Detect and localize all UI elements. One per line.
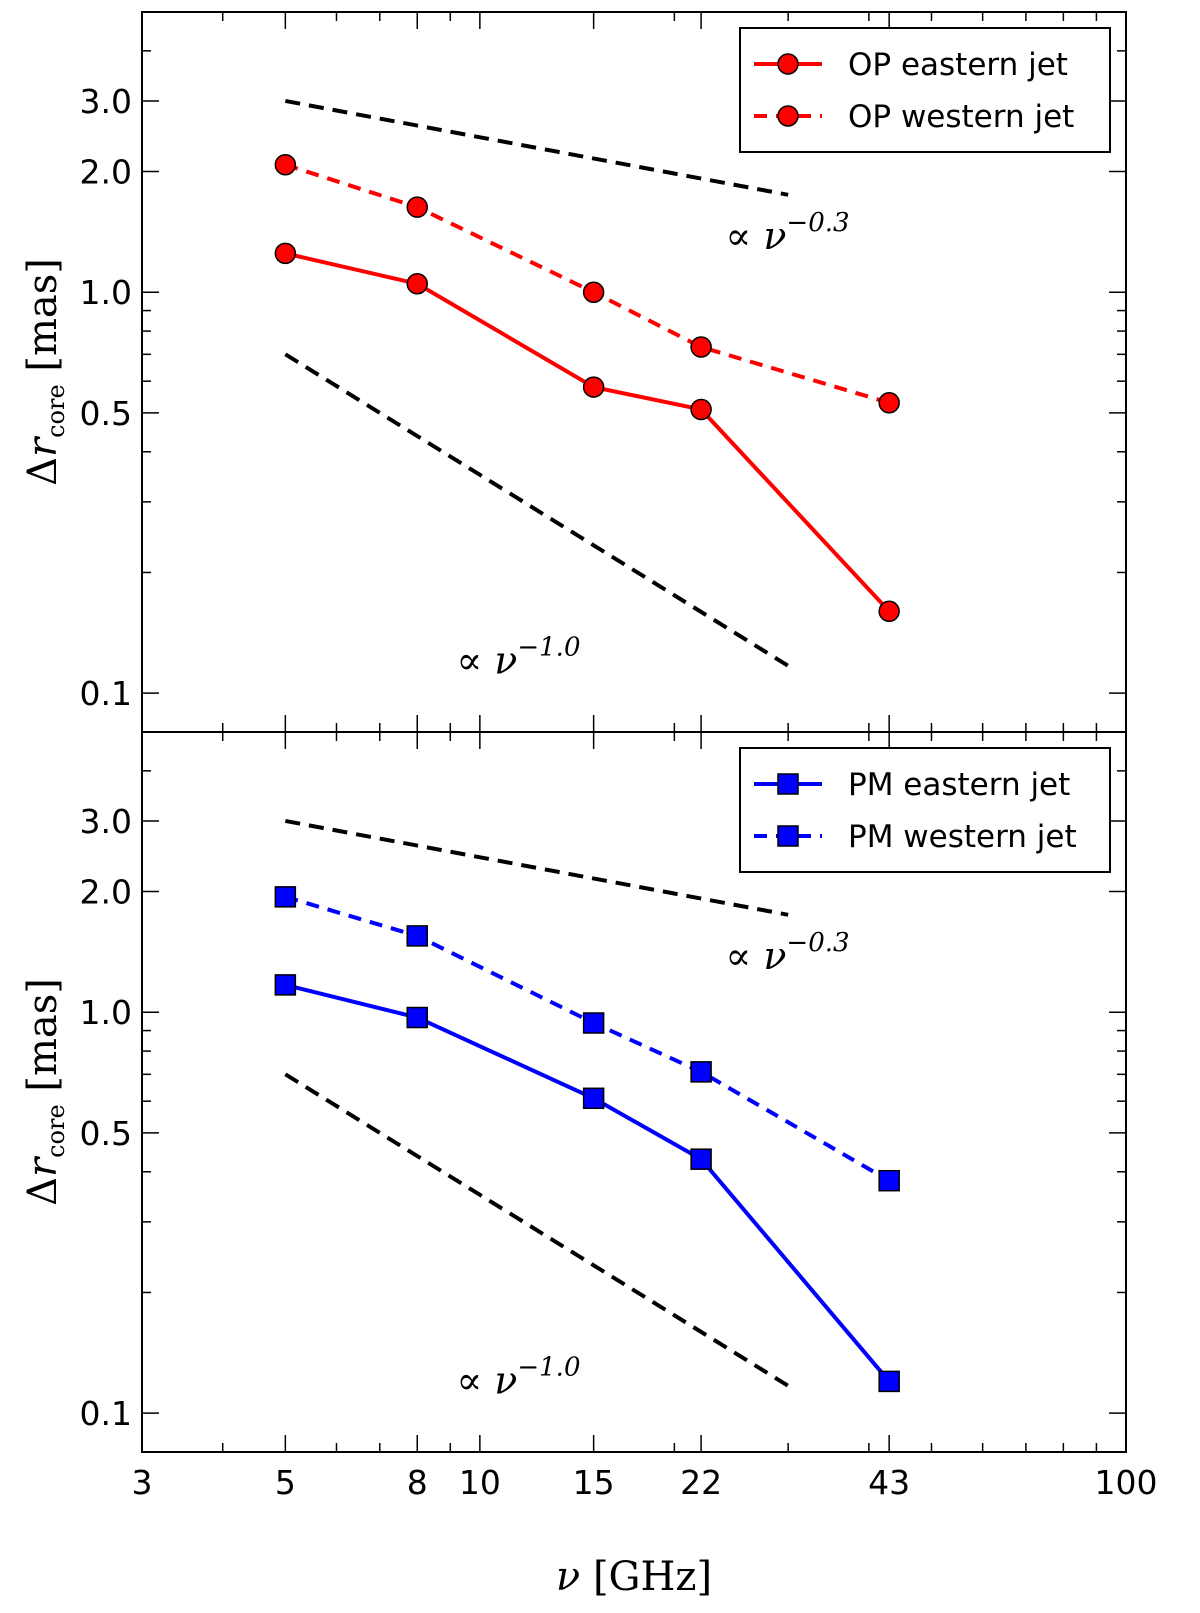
data-point [690,336,712,358]
y-ticks [142,11,1126,694]
y-tick-label: 0.5 [80,394,132,433]
legend-swatch-marker [777,825,799,847]
plot-frame [141,731,1127,1453]
x-tick-label: 43 [868,1463,910,1502]
y-tick-label: 2.0 [80,873,132,912]
slope-annotation: ∝ ν−1.0 [456,632,580,682]
data-point [582,281,605,303]
x-ticks [141,12,1127,732]
data-point [878,1169,900,1192]
legend: OP eastern jet OP western jet [739,27,1111,153]
y-tick-label: 0.5 [80,1114,132,1153]
data-point [406,1006,428,1029]
x-tick-label: 22 [680,1463,722,1502]
data-point [406,272,428,295]
x-tick-label: 5 [275,1463,296,1502]
y-axis-label: Δrcore [mas] [20,258,70,486]
legend-item: OP western jet [754,99,1074,135]
slope-annotation: ∝ ν−1.0 [456,1352,580,1402]
data-point [878,1370,900,1393]
data-point [690,1148,712,1170]
y-axis-label: Δrcore [mas] [20,978,70,1206]
legend-item: PM eastern jet [754,767,1070,803]
legend-item: PM western jet [754,819,1077,855]
legend-box [739,747,1111,873]
data-point [690,1061,712,1083]
data-point [690,398,712,421]
data-point [582,376,605,398]
panel-top: 0.1 0.5 1.0 2.0 3.0 Δrcore [mas] ∝ ν−0.3 ∝ ν−1.… [20,11,1127,733]
legend-label: PM eastern jet [848,767,1070,803]
x-tick-label: 10 [459,1463,501,1502]
reference-line [284,98,789,197]
y-tick-label: 3.0 [80,82,132,121]
y-tick-label: 0.1 [80,1394,132,1433]
x-tick-label: 8 [407,1463,428,1502]
data-point [274,153,297,176]
x-ticks [141,732,1127,1452]
legend-item: OP eastern jet [754,47,1068,83]
series-pm-eastern-jet [274,974,900,1393]
data-point [406,196,428,218]
y-tick-label: 1.0 [80,273,132,312]
data-point [274,886,297,908]
y-ticks [142,731,1126,1414]
data-point [274,974,297,996]
data-point [406,925,428,947]
data-point [582,1087,605,1110]
x-tick-label: 100 [1095,1463,1158,1502]
reference-line [284,1072,790,1388]
legend: PM eastern jet PM western jet [739,747,1111,873]
slope-annotation: ∝ ν−0.3 [726,208,850,258]
legend-label: OP western jet [848,99,1074,135]
x-axis-label: ν [GHz] [556,1554,712,1600]
y-tick-label: 1.0 [80,993,132,1032]
reference-line [284,352,790,668]
data-point [582,1012,605,1034]
y-tick-label: 0.1 [80,674,132,713]
data-point [274,242,297,265]
legend-swatch-marker [777,53,799,75]
legend-swatch-marker [777,105,799,127]
legend-swatch-marker [777,773,799,795]
legend-label: OP eastern jet [848,47,1068,83]
reference-line [284,818,789,917]
panel-bottom: 0.1 0.5 1.0 2.0 3.0 3 5 8 10 15 22 43 100 Δrcore [mas… [20,731,1158,1600]
slope-annotation: ∝ ν−0.3 [726,928,850,978]
y-tick-label: 2.0 [80,153,132,192]
series-pm-western-jet [274,886,900,1192]
legend-label: PM western jet [848,819,1077,855]
data-point [878,392,900,414]
y-tick-label: 3.0 [80,802,132,841]
series-op-western-jet [274,153,900,414]
data-point [878,600,900,623]
series-op-eastern-jet [274,242,900,623]
legend-box [739,27,1111,153]
x-tick-label: 3 [132,1463,153,1502]
x-tick-label: 15 [573,1463,615,1502]
